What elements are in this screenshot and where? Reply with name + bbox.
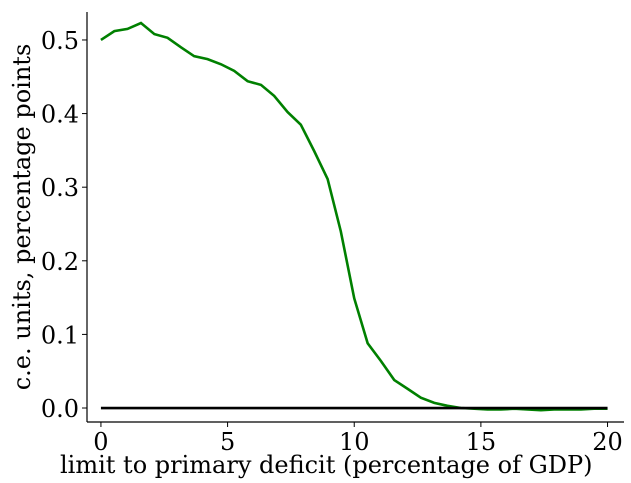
x-tick-label: 5: [220, 428, 235, 456]
x-tick-label: 0: [93, 428, 108, 456]
y-tick-label: 0.1: [41, 321, 79, 349]
y-axis-label: c.e. units, percentage points: [8, 44, 36, 391]
x-tick-label: 15: [466, 428, 497, 456]
y-tick-label: 0.3: [41, 174, 79, 202]
x-tick-label: 20: [592, 428, 623, 456]
x-tick-label: 10: [339, 428, 370, 456]
x-axis-label: limit to primary deficit (percentage of …: [60, 451, 593, 479]
y-tick-label: 0.0: [41, 395, 79, 423]
y-tick-label: 0.4: [41, 101, 79, 129]
line: [100, 21, 608, 412]
y-tick-label: 0.5: [41, 27, 79, 55]
y-tick-label: 0.2: [41, 248, 79, 276]
